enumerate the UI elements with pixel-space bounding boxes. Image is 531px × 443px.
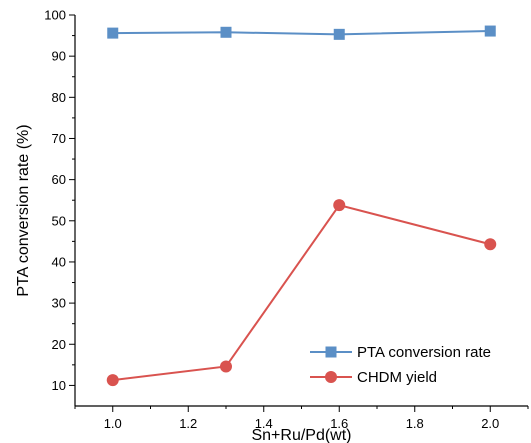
legend-marker [325, 346, 337, 358]
legend: PTA conversion rate CHDM yield [310, 344, 491, 386]
y-tick-label: 70 [52, 131, 66, 146]
series-layer [106, 25, 497, 387]
x-tick-label: 1.2 [179, 416, 197, 431]
legend-item: CHDM yield [310, 369, 437, 386]
data-point [106, 374, 119, 387]
y-tick-label: 60 [52, 172, 66, 187]
data-point [107, 27, 119, 39]
x-tick-label: 1.8 [406, 416, 424, 431]
data-point [484, 238, 497, 251]
legend-marker [325, 371, 337, 383]
y-tick-label: 20 [52, 337, 66, 352]
series-2 [106, 199, 497, 387]
series-1 [107, 25, 496, 40]
y-tick-label: 30 [52, 296, 66, 311]
data-point [220, 360, 232, 373]
series-line [112, 30, 491, 36]
legend-item: PTA conversion rate [310, 344, 491, 361]
data-point [333, 28, 345, 40]
series-line [112, 204, 491, 382]
x-tick-label: 2.0 [481, 416, 499, 431]
legend-label: CHDM yield [357, 369, 437, 386]
data-point [333, 199, 346, 212]
y-axis-title: PTA conversion rate (%) [15, 124, 32, 296]
y-tick-label: 80 [52, 90, 66, 105]
y-tick-label: 100 [44, 8, 66, 23]
x-tick-label: 1.0 [104, 416, 122, 431]
x-tick-label: 1.4 [255, 416, 273, 431]
legend-label: PTA conversion rate [357, 344, 491, 361]
y-axis-ticks: 10 20 30 40 50 60 70 80 90 100 [44, 8, 75, 393]
data-point [484, 25, 496, 37]
data-point [220, 26, 232, 38]
x-axis-ticks: 1.0 1.2 1.4 1.6 1.8 2.0 [74, 406, 529, 431]
x-tick-label: 1.6 [330, 416, 348, 431]
y-tick-label: 10 [52, 378, 66, 393]
y-tick-label: 40 [52, 254, 66, 269]
y-tick-label: 50 [52, 213, 66, 228]
y-tick-label: 90 [52, 49, 66, 64]
x-axis-title: Sn+Ru/Pd(wt) [251, 427, 351, 443]
